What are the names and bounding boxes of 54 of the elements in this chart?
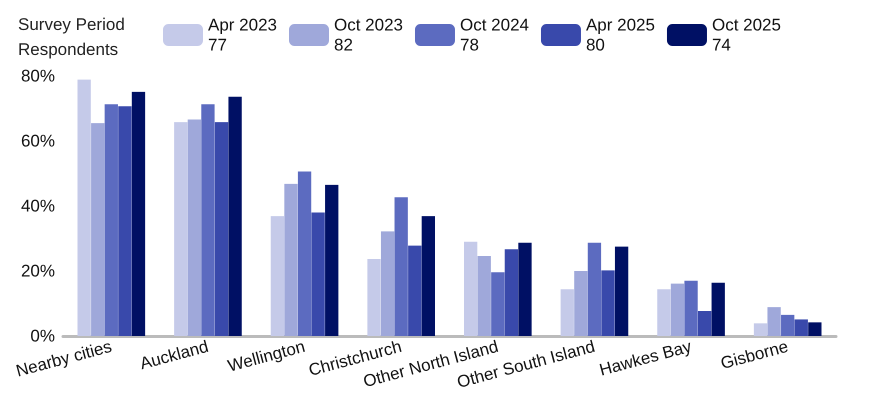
bar xyxy=(91,123,104,336)
bar xyxy=(201,104,215,336)
bar xyxy=(712,282,725,336)
bar xyxy=(670,284,684,336)
bar xyxy=(698,310,712,336)
bar xyxy=(808,322,822,336)
bar xyxy=(754,323,768,336)
bar xyxy=(588,242,602,336)
bar xyxy=(104,104,118,336)
bar xyxy=(781,314,794,336)
bar xyxy=(601,270,615,336)
legend-label: Oct 2023 82 xyxy=(334,16,403,54)
bar xyxy=(311,212,325,336)
bar xyxy=(408,246,422,336)
bar xyxy=(422,216,436,336)
bar xyxy=(478,256,491,336)
legend-label: Oct 2024 78 xyxy=(460,16,529,54)
bar xyxy=(614,246,628,336)
bar xyxy=(380,231,394,336)
legend-title: Survey Period Respondents xyxy=(18,15,125,59)
y-tick-label: 80% xyxy=(20,66,55,86)
bar xyxy=(174,122,188,336)
legend-label: Apr 2025 80 xyxy=(586,16,655,54)
bar xyxy=(657,289,671,336)
x-tick-label: Hawkes Bay xyxy=(597,336,694,380)
bar xyxy=(684,280,698,336)
bar xyxy=(504,249,518,336)
y-tick-label: 40% xyxy=(20,196,55,216)
bar xyxy=(560,289,574,336)
bar xyxy=(464,242,478,336)
legend-label: Apr 2023 77 xyxy=(208,16,277,54)
bar xyxy=(228,96,242,336)
legend-label: Oct 2025 74 xyxy=(712,16,781,54)
y-tick-label: 0% xyxy=(30,326,55,346)
y-tick-label: 60% xyxy=(20,132,55,150)
x-tick-label: Wellington xyxy=(226,336,308,376)
bar xyxy=(77,80,91,336)
bar xyxy=(518,242,532,336)
bar xyxy=(188,120,202,336)
bar xyxy=(118,106,132,336)
bar xyxy=(574,271,588,336)
bar xyxy=(298,172,312,336)
bar xyxy=(270,216,284,336)
bar xyxy=(394,197,408,336)
bar xyxy=(491,272,504,336)
y-tick-label: 20% xyxy=(20,262,55,280)
bar xyxy=(325,184,338,336)
bar xyxy=(367,258,381,336)
bar xyxy=(284,184,298,336)
bar xyxy=(132,92,146,336)
bar xyxy=(767,307,781,336)
bar xyxy=(794,319,808,336)
bar xyxy=(214,122,228,336)
x-tick-label: Gisborne xyxy=(718,336,790,374)
